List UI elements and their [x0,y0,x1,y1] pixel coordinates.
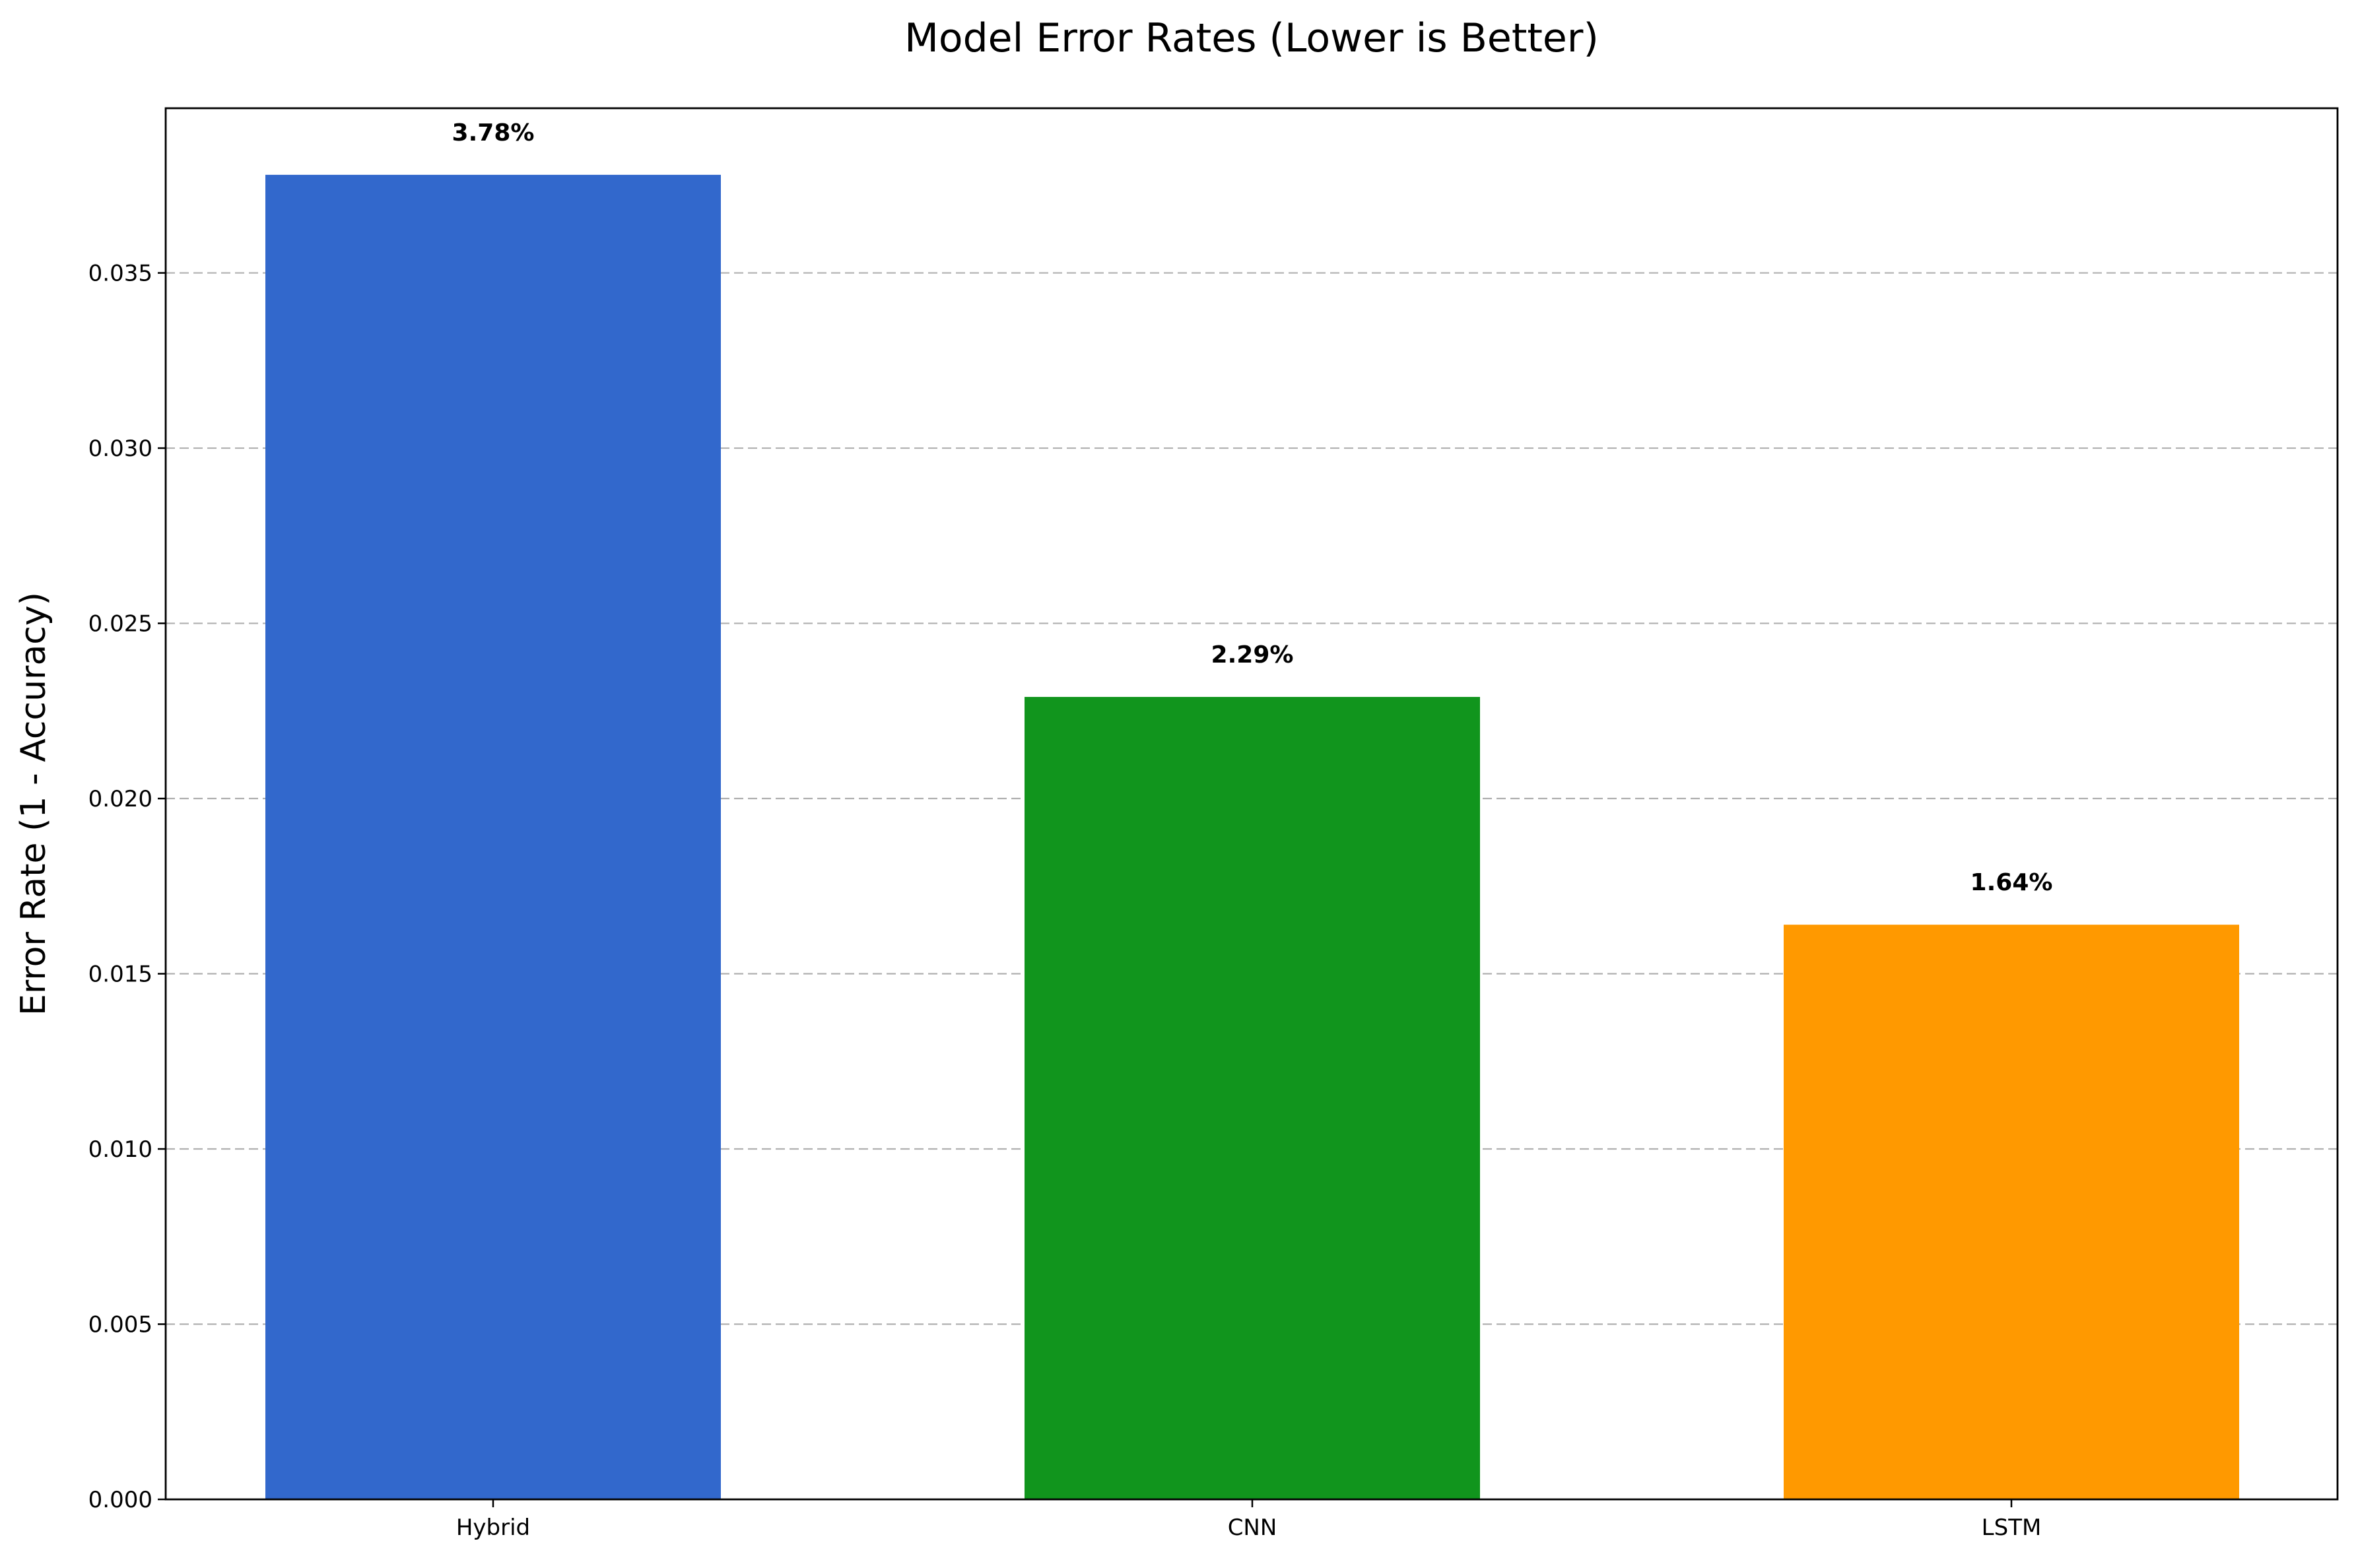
label-layer: 0.000 0.005 0.010 0.015 0.020 0.025 0.030 0.035… [88,119,2053,1541]
bar-value-label: 3.78% [452,119,535,147]
bar-lstm [1784,925,2239,1499]
y-tick-label: 0.000 [88,1487,152,1513]
y-tick-label: 0.020 [88,786,152,812]
y-tick-label: 0.035 [88,261,152,287]
y-tick-label: 0.030 [88,436,152,462]
x-tick-label: CNN [1228,1515,1277,1541]
bar-hybrid [265,174,721,1499]
y-tick-label: 0.005 [88,1312,152,1338]
y-tick-label: 0.015 [88,962,152,988]
y-tick-label: 0.010 [88,1136,152,1163]
x-tick-label: Hybrid [456,1515,530,1541]
bar-value-label: 2.29% [1211,641,1294,669]
chart-title: Model Error Rates (Lower is Better) [904,15,1599,61]
y-axis-label: Error Rate (1 - Accuracy) [14,592,53,1016]
tick-layer [158,272,2013,1507]
bar-cnn [1025,697,1480,1499]
x-tick-label: LSTM [1982,1515,2042,1541]
bar-layer [265,174,2239,1499]
bar-value-label: 1.64% [1970,869,2053,896]
y-tick-label: 0.025 [88,611,152,637]
